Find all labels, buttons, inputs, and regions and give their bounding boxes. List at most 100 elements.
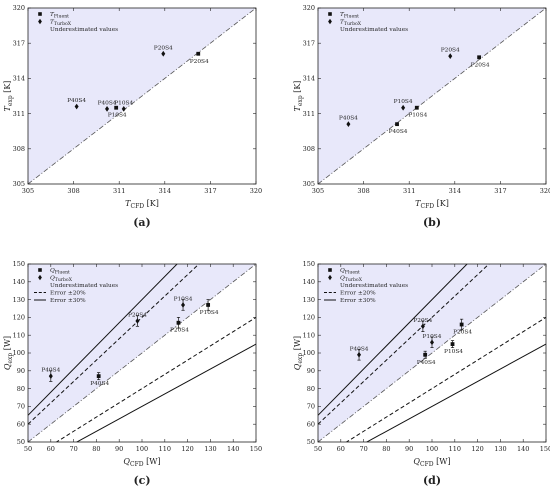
x-tick-label: 308 [357,187,369,195]
legend-marker-diamond [38,18,42,25]
data-point-square [114,105,119,110]
data-point-label: P20S4 [453,330,472,336]
data-point-square [176,320,181,325]
y-tick-label: 100 [303,349,315,357]
x-tick-label: 80 [92,445,100,453]
error-line-dashed-1 [345,316,546,442]
data-point-diamond [181,302,186,308]
x-tick-label: 320 [540,187,550,195]
y-tick-label: 100 [13,349,25,357]
chart-panel-b: 305 308 311 314 317 320 305 308 311 314 317 320 TCFD… [293,4,550,229]
error-line-solid-2 [28,264,178,416]
legend-label: QFluent [50,268,70,276]
y-axis-label: Texp [K] [3,81,14,112]
y-tick-label: 60 [17,420,25,428]
y-tick-label: 60 [307,420,315,428]
y-tick-label: 70 [307,403,315,411]
legend-marker-diamond [38,274,42,281]
panel-label: (d) [423,474,441,487]
data-point-diamond [401,104,406,111]
error-line-dashed-0 [28,264,200,425]
y-tick-label: 320 [13,4,25,12]
data-point-label: P40S4 [98,100,117,106]
legend-label: Error ±20% [340,291,376,297]
x-tick-label: 50 [314,445,322,453]
y-tick-label: 314 [13,75,25,83]
legend-label: TTurboX [50,20,72,28]
legend-swatch-shade [324,282,336,288]
x-axis-label: QCFD [W] [413,457,450,468]
data-point-square [414,105,419,110]
x-tick-label: 90 [115,445,123,453]
data-point-label: P20S4 [471,62,490,68]
y-tick-label: 311 [303,110,315,118]
x-tick-label: 130 [494,445,506,453]
x-tick-label: 60 [47,445,55,453]
legend-marker-diamond [328,274,332,281]
x-tick-label: 314 [159,187,171,195]
data-point-diamond [346,121,351,128]
chart-panel-d: 50 60 70 80 90 100 110 120 130 140 150 50 60 70 80 90 10… [293,260,550,487]
data-point-square [96,374,101,379]
y-axis-label: Qexp [W] [3,336,14,370]
panel-label: (c) [133,474,150,487]
y-tick-label: 120 [13,314,25,322]
data-point-diamond [74,103,79,110]
legend-swatch-shade [34,282,46,288]
y-tick-label: 140 [13,278,25,286]
x-tick-label: 70 [359,445,367,453]
data-point-label: P40S4 [389,129,408,135]
data-point-square [196,51,201,56]
legend-label: Underestimated values [50,283,118,289]
chart-panel-a: 305 308 311 314 317 320 305 308 311 314 317 320 TCFD… [3,4,262,229]
x-tick-label: 120 [181,445,193,453]
y-tick-label: 308 [13,145,25,153]
data-point-diamond [161,50,166,57]
identity-line [28,8,256,184]
chart-panel-c: 50 60 70 80 90 100 110 120 130 140 150 50 60 70 80 90 10… [3,260,262,487]
data-point-label: P20S4 [190,59,209,65]
legend-marker-square [328,268,332,272]
plot-area [318,8,546,184]
y-tick-label: 130 [13,296,25,304]
data-point-label: P40S4 [339,116,358,122]
x-tick-label: 140 [517,445,529,453]
data-point-diamond [135,318,140,324]
data-point-diamond [448,53,453,59]
x-axis-label: QCFD [W] [123,457,160,468]
plot-area [28,264,256,442]
plot-area [318,264,546,442]
x-tick-label: 311 [403,187,415,195]
x-tick-label: 308 [67,187,79,195]
y-tick-label: 311 [13,110,25,118]
legend-label: TFluent [340,12,359,20]
legend-label: Underestimated values [340,283,408,289]
error-line-dashed-1 [55,316,256,442]
y-tick-label: 90 [17,367,25,375]
error-line-solid-3 [365,343,546,442]
y-tick-label: 320 [303,4,315,12]
panel-label: (a) [133,216,151,229]
data-point-diamond [48,373,53,379]
panel-label: (b) [423,216,441,229]
plot-area [28,8,256,184]
x-tick-label: 150 [250,445,262,453]
y-tick-label: 80 [17,385,25,393]
data-point-diamond [357,351,362,358]
y-tick-label: 150 [13,260,25,268]
x-tick-label: 320 [250,187,262,195]
y-axis-label: Qexp [W] [293,336,304,370]
legend-marker-diamond [328,18,332,25]
y-tick-label: 308 [303,145,315,153]
x-tick-label: 50 [24,445,32,453]
data-point-label: P20S4 [128,312,147,318]
x-tick-label: 100 [426,445,438,453]
x-tick-label: 140 [227,445,239,453]
legend-label: TFluent [50,12,69,20]
x-tick-label: 110 [449,445,461,453]
y-axis-label: Texp [K] [293,81,304,112]
legend-label: QFluent [340,268,360,276]
x-tick-label: 110 [159,445,171,453]
y-tick-label: 120 [303,314,315,322]
